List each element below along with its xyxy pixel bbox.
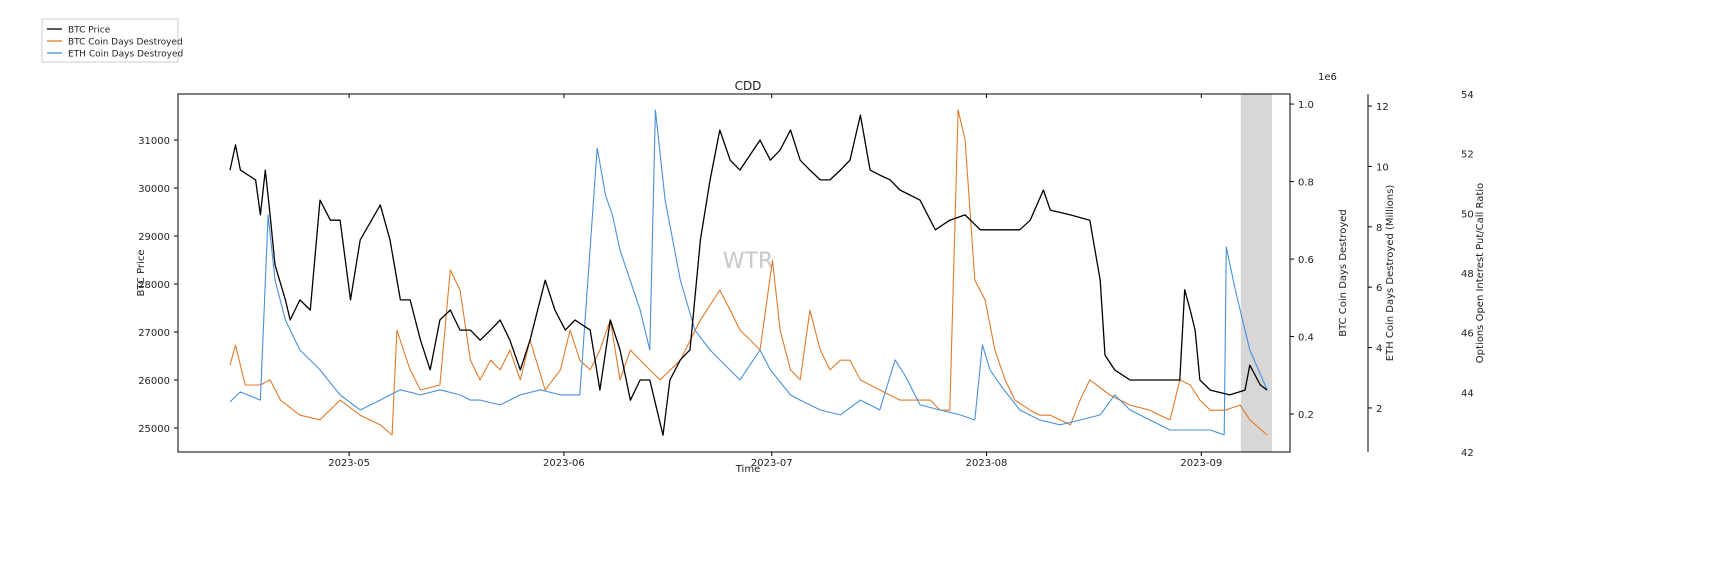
- eth-cdd-tick-label: 10: [1376, 162, 1389, 173]
- putcall-axis-label: Options Open Interest Put/Call Ratio: [1475, 183, 1486, 363]
- putcall-tick-label: 50: [1461, 209, 1474, 220]
- legend: BTC Price BTC Coin Days Destroyed ETH Coin…: [41, 18, 183, 63]
- btc-cdd-tick-label: 0.6: [1298, 255, 1314, 266]
- btc-cdd-tick-label: 0.2: [1298, 410, 1314, 421]
- legend-frame: [41, 18, 179, 63]
- price-tick-label: 26000: [138, 376, 170, 387]
- putcall-tick-label: 48: [1461, 269, 1474, 280]
- x-tick-label: 2023-08: [966, 458, 1008, 469]
- price-axis-label: BTC Price: [136, 250, 147, 297]
- eth-cdd-tick-label: 4: [1376, 344, 1382, 355]
- btc-cdd-tick-label: 0.4: [1298, 333, 1314, 344]
- legend-entry: BTC Price: [68, 26, 111, 36]
- btc-cdd-tick-label: 0.8: [1298, 178, 1314, 189]
- putcall-tick-label: 54: [1461, 90, 1474, 101]
- eth-cdd-tick-label: 12: [1376, 102, 1389, 113]
- shaded-region: [1240, 94, 1272, 452]
- btc-cdd-axis-label: BTC Coin Days Destroyed: [1338, 209, 1349, 337]
- btc-cdd-tick-label: 1.0: [1298, 100, 1314, 111]
- price-tick-label: 29000: [138, 232, 170, 243]
- price-tick-label: 25000: [138, 424, 170, 435]
- series-line-btc-price: [229, 114, 1268, 436]
- eth-cdd-tick-label: 2: [1376, 404, 1382, 415]
- legend-entry: BTC Coin Days Destroyed: [68, 38, 183, 48]
- putcall-tick-label: 42: [1461, 448, 1474, 459]
- putcall-tick-label: 44: [1461, 388, 1474, 399]
- plot-frame: [177, 93, 1291, 453]
- legend-entry: ETH Coin Days Destroyed: [68, 50, 183, 60]
- putcall-tick-label: 52: [1461, 150, 1474, 161]
- x-tick-label: 2023-06: [543, 458, 585, 469]
- eth-cdd-tick-label: 6: [1376, 283, 1382, 294]
- x-tick-label: 2023-09: [1180, 458, 1222, 469]
- putcall-tick-label: 46: [1461, 329, 1474, 340]
- watermark: WTR: [723, 249, 773, 274]
- series-line-eth-coin-days-destroyed: [229, 109, 1268, 436]
- eth-cdd-axis-label: ETH Coin Days Destroyed (Millions): [1385, 185, 1396, 362]
- x-tick-label: 2023-05: [328, 458, 370, 469]
- eth-cdd-tick-label: 8: [1376, 223, 1382, 234]
- price-tick-label: 27000: [138, 328, 170, 339]
- btc-cdd-offset-label: 1e6: [1318, 72, 1337, 83]
- x-axis-label: Time: [735, 464, 760, 475]
- price-tick-label: 28000: [138, 280, 170, 291]
- chart-title: CDD: [735, 79, 762, 93]
- price-tick-label: 30000: [138, 184, 170, 195]
- x-tick-label: 2023-07: [751, 458, 793, 469]
- price-tick-label: 31000: [138, 136, 170, 147]
